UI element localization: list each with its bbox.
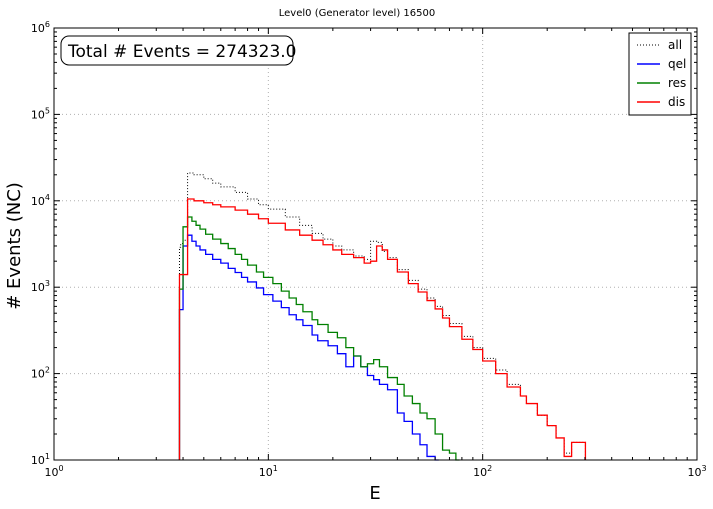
x-axis-label: E: [369, 483, 380, 504]
legend-label-res: res: [668, 76, 686, 90]
x-tick-label: 100: [44, 464, 63, 479]
y-tick-exponent: 2: [45, 366, 50, 375]
y-tick-label: 105: [31, 106, 50, 121]
x-tick-exponent: 1: [273, 464, 278, 473]
legend-label-qel: qel: [668, 57, 686, 71]
y-tick-label: 106: [31, 20, 50, 35]
legend-items: all qel res dis: [637, 38, 686, 109]
y-tick-exponent: 5: [45, 106, 50, 115]
x-tick-exponent: 2: [487, 464, 492, 473]
x-tick-label: 103: [687, 464, 706, 479]
plot-frame: [53, 27, 698, 461]
plot-background: [54, 28, 697, 460]
y-tick-label: 104: [31, 193, 50, 208]
y-tick-exponent: 3: [45, 279, 50, 288]
y-tick-label: 102: [31, 366, 50, 381]
annotation-text: Total # Events = 274323.0: [67, 42, 296, 62]
series-layer: [178, 172, 587, 461]
y-tick-exponent: 6: [45, 20, 50, 29]
legend: all qel res dis: [628, 32, 692, 116]
total-events-annotation: Total # Events = 274323.0: [60, 35, 296, 66]
x-tick-label: 101: [259, 464, 278, 479]
legend-label-dis: dis: [668, 95, 685, 109]
y-tick-label: 101: [31, 452, 50, 467]
legend-label-all: all: [668, 38, 682, 52]
series-res-line: [178, 216, 460, 461]
annotation-box: [60, 35, 294, 66]
x-tick-exponent: 0: [58, 464, 63, 473]
y-tick-label: 103: [31, 279, 50, 294]
series-qel-line: [178, 234, 439, 461]
x-tick-exponent: 3: [701, 464, 706, 473]
y-tick-exponent: 4: [45, 193, 50, 202]
series-dis-line: [178, 198, 587, 460]
y-tick-exponent: 1: [45, 452, 50, 461]
y-axis-label: # Events (NC): [4, 182, 25, 310]
x-tick-label: 102: [473, 464, 492, 479]
chart-title: Level0 (Generator level) 16500: [279, 8, 435, 19]
